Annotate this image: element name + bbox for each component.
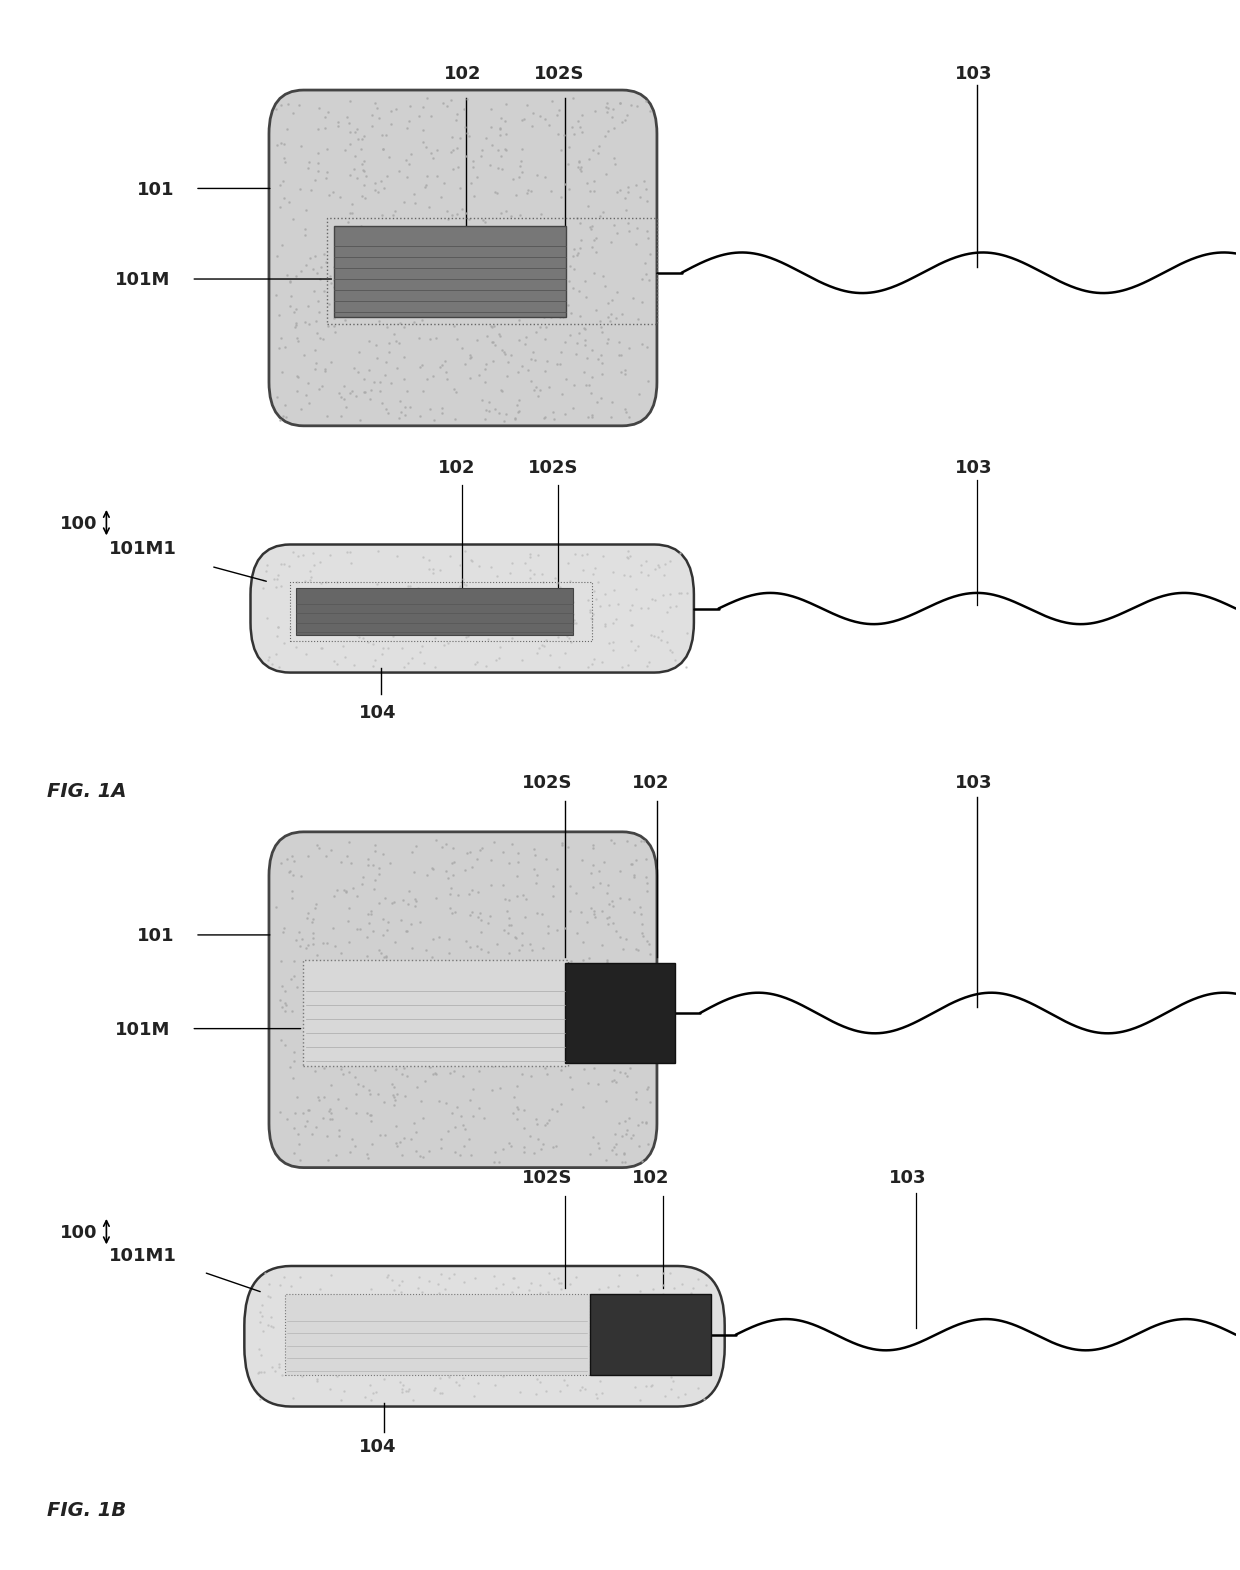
Text: 100: 100 xyxy=(60,1225,97,1242)
FancyBboxPatch shape xyxy=(296,589,573,636)
Text: 102: 102 xyxy=(438,458,475,477)
Text: 103: 103 xyxy=(889,1170,926,1187)
FancyBboxPatch shape xyxy=(244,1265,724,1407)
FancyBboxPatch shape xyxy=(269,832,657,1168)
Text: 102S: 102S xyxy=(528,458,578,477)
Text: 101: 101 xyxy=(138,181,175,199)
Text: 102: 102 xyxy=(632,1170,670,1187)
FancyBboxPatch shape xyxy=(269,89,657,425)
Text: 102: 102 xyxy=(632,774,670,793)
FancyBboxPatch shape xyxy=(564,962,676,1063)
Text: 104: 104 xyxy=(358,1438,397,1455)
Text: 100: 100 xyxy=(60,515,97,532)
FancyBboxPatch shape xyxy=(250,545,694,672)
Text: 104: 104 xyxy=(358,703,397,722)
FancyBboxPatch shape xyxy=(304,959,568,1066)
Text: 103: 103 xyxy=(955,458,992,477)
FancyBboxPatch shape xyxy=(335,226,565,317)
Text: 102: 102 xyxy=(444,64,481,83)
Text: 101M: 101M xyxy=(115,272,170,289)
FancyBboxPatch shape xyxy=(285,1294,590,1375)
Text: FIG. 1B: FIG. 1B xyxy=(47,1501,126,1520)
Text: 101M1: 101M1 xyxy=(109,540,177,557)
Text: 101M1: 101M1 xyxy=(109,1247,177,1265)
Text: FIG. 1A: FIG. 1A xyxy=(47,782,126,802)
Text: 103: 103 xyxy=(955,774,992,793)
Text: 102S: 102S xyxy=(533,64,584,83)
Text: 102S: 102S xyxy=(522,774,572,793)
Text: 102S: 102S xyxy=(522,1170,572,1187)
Text: 103: 103 xyxy=(955,64,992,83)
FancyBboxPatch shape xyxy=(590,1294,712,1375)
Text: 101: 101 xyxy=(138,928,175,945)
Text: 101M: 101M xyxy=(115,1020,170,1039)
